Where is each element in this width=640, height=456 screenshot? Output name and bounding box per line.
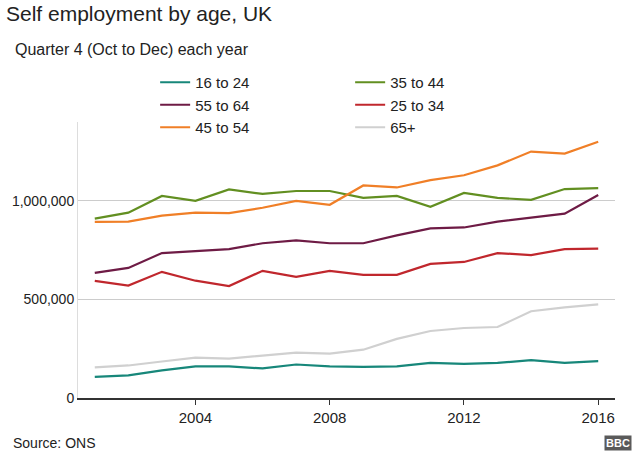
- svg-text:Self employment by age, UK: Self employment by age, UK: [6, 2, 272, 25]
- svg-text:25 to 34: 25 to 34: [390, 97, 444, 114]
- svg-text:Source: ONS: Source: ONS: [13, 435, 95, 451]
- svg-text:2004: 2004: [179, 409, 212, 426]
- svg-text:2012: 2012: [447, 409, 480, 426]
- svg-text:16 to 24: 16 to 24: [195, 74, 249, 91]
- svg-text:1,000,000: 1,000,000: [12, 193, 74, 209]
- svg-text:45 to 54: 45 to 54: [195, 119, 249, 136]
- svg-text:2016: 2016: [582, 409, 615, 426]
- svg-text:BBC: BBC: [606, 437, 630, 449]
- svg-text:Quarter 4 (Oct to Dec) each ye: Quarter 4 (Oct to Dec) each year: [15, 41, 249, 58]
- svg-text:0: 0: [66, 390, 74, 406]
- svg-text:2008: 2008: [313, 409, 346, 426]
- svg-text:55 to 64: 55 to 64: [195, 97, 249, 114]
- svg-text:65+: 65+: [390, 119, 416, 136]
- svg-text:500,000: 500,000: [24, 291, 75, 307]
- svg-text:35 to 44: 35 to 44: [390, 74, 444, 91]
